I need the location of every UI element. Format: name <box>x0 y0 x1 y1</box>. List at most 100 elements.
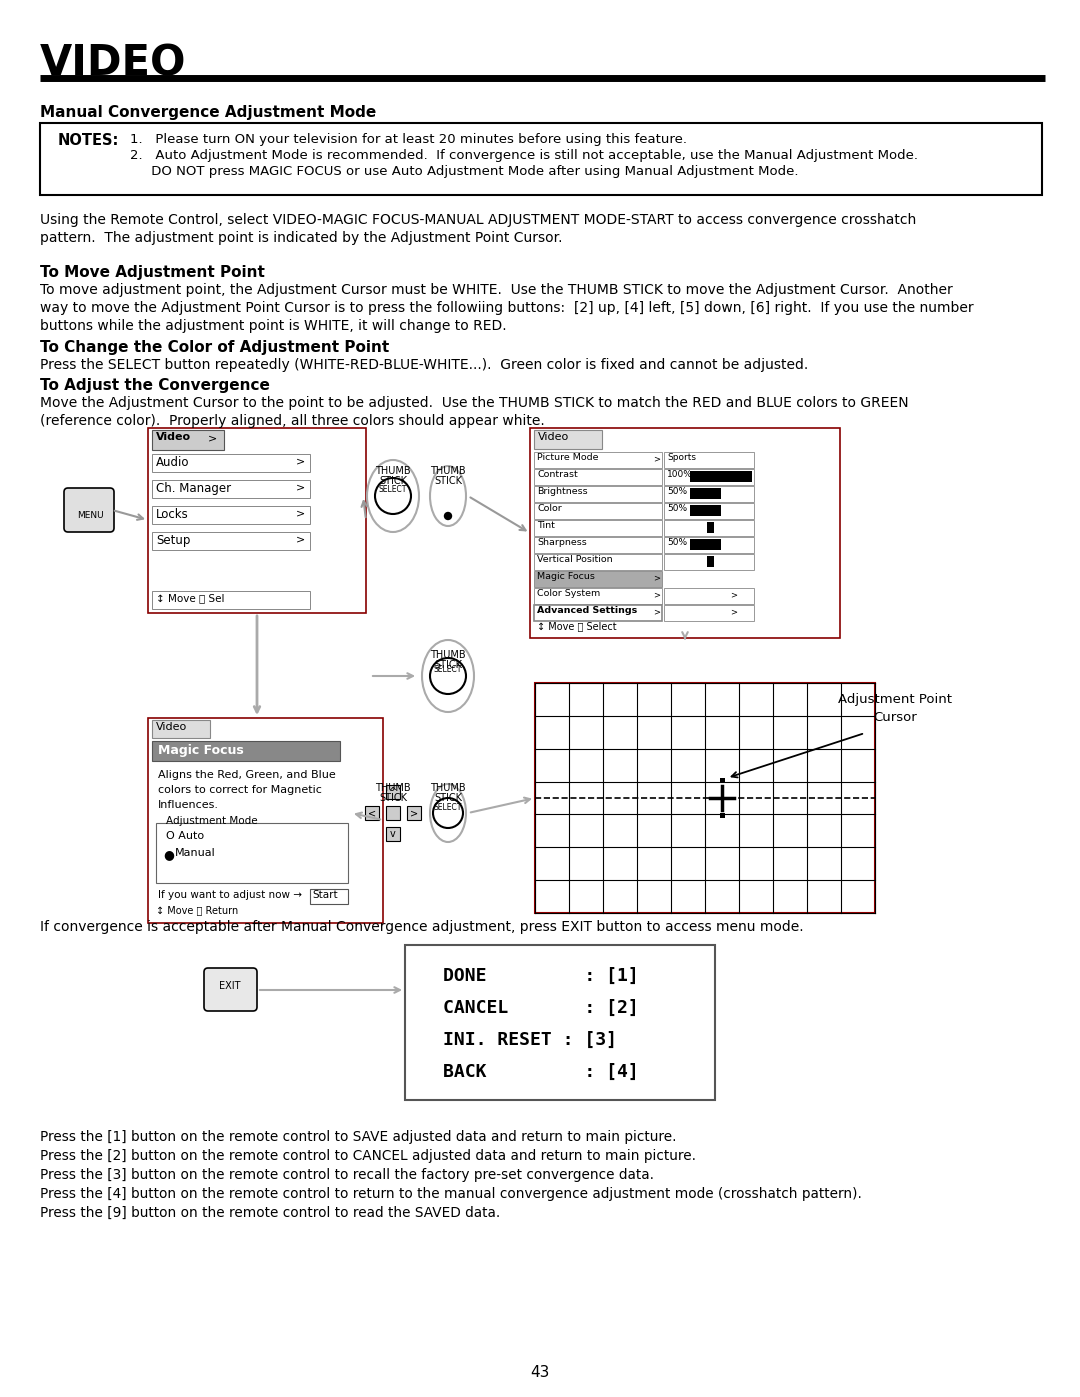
Text: THUMB: THUMB <box>430 782 465 793</box>
FancyBboxPatch shape <box>664 453 754 468</box>
Text: THUMB: THUMB <box>430 650 465 659</box>
Text: Color: Color <box>537 504 562 513</box>
FancyBboxPatch shape <box>534 536 662 553</box>
Text: Influences.: Influences. <box>158 800 219 810</box>
FancyBboxPatch shape <box>707 556 714 567</box>
Text: NOTES:: NOTES: <box>58 133 120 148</box>
FancyBboxPatch shape <box>534 486 662 502</box>
Text: ↕ Move ⎕ Sel: ↕ Move ⎕ Sel <box>156 592 225 604</box>
Circle shape <box>433 798 463 828</box>
Text: Video: Video <box>538 432 569 441</box>
FancyBboxPatch shape <box>530 427 840 638</box>
Text: INI. RESET : [3]: INI. RESET : [3] <box>443 1031 617 1049</box>
FancyBboxPatch shape <box>664 503 754 520</box>
Text: Magic Focus: Magic Focus <box>158 745 244 757</box>
Text: THUMB: THUMB <box>375 467 410 476</box>
FancyBboxPatch shape <box>407 806 421 820</box>
Text: Sharpness: Sharpness <box>537 538 586 548</box>
Text: 43: 43 <box>530 1365 550 1380</box>
Text: Cursor: Cursor <box>873 711 917 724</box>
FancyBboxPatch shape <box>534 430 602 448</box>
Text: Press the [3] button on the remote control to recall the factory pre-set converg: Press the [3] button on the remote contr… <box>40 1168 654 1182</box>
FancyBboxPatch shape <box>152 532 310 550</box>
Text: Setup: Setup <box>156 534 190 548</box>
Text: >: > <box>296 509 306 518</box>
Text: ^: ^ <box>389 787 397 798</box>
FancyBboxPatch shape <box>690 504 721 515</box>
Text: v: v <box>390 828 396 840</box>
Text: buttons while the adjustment point is WHITE, it will change to RED.: buttons while the adjustment point is WH… <box>40 319 507 332</box>
FancyBboxPatch shape <box>534 605 662 622</box>
Text: Video: Video <box>156 432 191 441</box>
Text: Adjustment Point: Adjustment Point <box>838 693 951 705</box>
FancyBboxPatch shape <box>707 522 714 534</box>
Ellipse shape <box>422 640 474 712</box>
FancyBboxPatch shape <box>365 806 379 820</box>
FancyBboxPatch shape <box>310 888 348 904</box>
Text: ●: ● <box>163 848 174 861</box>
Text: >: > <box>730 590 737 599</box>
Text: >: > <box>296 534 306 543</box>
Text: To Adjust the Convergence: To Adjust the Convergence <box>40 379 270 393</box>
FancyBboxPatch shape <box>152 454 310 472</box>
FancyBboxPatch shape <box>534 520 662 536</box>
Text: (reference color).  Properly aligned, all three colors should appear white.: (reference color). Properly aligned, all… <box>40 414 544 427</box>
FancyBboxPatch shape <box>690 539 721 550</box>
Text: 50%: 50% <box>667 488 687 496</box>
Text: SELECT: SELECT <box>434 665 462 675</box>
Text: ↕ Move ⎕ Select: ↕ Move ⎕ Select <box>537 622 617 631</box>
Text: If you want to adjust now →: If you want to adjust now → <box>158 890 302 900</box>
FancyBboxPatch shape <box>534 453 662 468</box>
Text: Manual: Manual <box>175 848 216 858</box>
FancyBboxPatch shape <box>405 944 715 1099</box>
Text: Contrast: Contrast <box>537 469 578 479</box>
FancyBboxPatch shape <box>535 683 875 914</box>
FancyBboxPatch shape <box>664 469 754 485</box>
Text: If convergence is acceptable after Manual Convergence adjustment, press EXIT but: If convergence is acceptable after Manua… <box>40 921 804 935</box>
Ellipse shape <box>430 784 465 842</box>
Text: <: < <box>368 807 376 819</box>
Text: >: > <box>653 454 660 462</box>
Text: Vertical Position: Vertical Position <box>537 555 612 564</box>
Text: Press the SELECT button repeatedly (WHITE-RED-BLUE-WHITE...).  Green color is fi: Press the SELECT button repeatedly (WHIT… <box>40 358 808 372</box>
FancyBboxPatch shape <box>664 520 754 536</box>
FancyBboxPatch shape <box>664 588 754 604</box>
Text: ↕ Move ⎕ Return: ↕ Move ⎕ Return <box>156 905 239 915</box>
FancyBboxPatch shape <box>690 488 721 499</box>
FancyBboxPatch shape <box>152 506 310 524</box>
FancyBboxPatch shape <box>664 486 754 502</box>
Text: 50%: 50% <box>667 538 687 548</box>
Text: VIDEO: VIDEO <box>40 42 187 84</box>
Text: Press the [1] button on the remote control to SAVE adjusted data and return to m: Press the [1] button on the remote contr… <box>40 1130 676 1144</box>
Text: pattern.  The adjustment point is indicated by the Adjustment Point Cursor.: pattern. The adjustment point is indicat… <box>40 231 563 244</box>
Text: >: > <box>653 608 660 616</box>
FancyBboxPatch shape <box>534 555 662 570</box>
Text: >: > <box>730 608 737 616</box>
Text: 50%: 50% <box>667 504 687 513</box>
Text: Advanced Settings: Advanced Settings <box>537 606 637 615</box>
Text: Ch. Manager: Ch. Manager <box>156 482 231 495</box>
Text: Start: Start <box>312 890 338 900</box>
Text: Color System: Color System <box>537 590 600 598</box>
Text: SELECT: SELECT <box>379 486 407 495</box>
Circle shape <box>430 658 465 694</box>
Text: Picture Mode: Picture Mode <box>537 453 598 462</box>
FancyBboxPatch shape <box>386 806 400 820</box>
FancyBboxPatch shape <box>690 471 752 482</box>
Text: >: > <box>296 482 306 492</box>
Text: colors to correct for Magnetic: colors to correct for Magnetic <box>158 785 322 795</box>
Text: >: > <box>208 433 217 443</box>
Text: Adjustment Mode: Adjustment Mode <box>166 816 258 826</box>
Circle shape <box>375 478 411 514</box>
Text: 2.   Auto Adjustment Mode is recommended.  If convergence is still not acceptabl: 2. Auto Adjustment Mode is recommended. … <box>130 149 918 162</box>
Text: Move the Adjustment Cursor to the point to be adjusted.  Use the THUMB STICK to : Move the Adjustment Cursor to the point … <box>40 395 908 409</box>
Text: STICK: STICK <box>379 476 407 486</box>
FancyBboxPatch shape <box>534 588 662 604</box>
Text: Manual Convergence Adjustment Mode: Manual Convergence Adjustment Mode <box>40 105 376 120</box>
FancyBboxPatch shape <box>148 718 383 923</box>
FancyBboxPatch shape <box>152 430 224 450</box>
Text: >: > <box>410 807 418 819</box>
Text: CANCEL       : [2]: CANCEL : [2] <box>443 999 638 1017</box>
FancyBboxPatch shape <box>156 823 348 883</box>
Text: Press the [9] button on the remote control to read the SAVED data.: Press the [9] button on the remote contr… <box>40 1206 500 1220</box>
